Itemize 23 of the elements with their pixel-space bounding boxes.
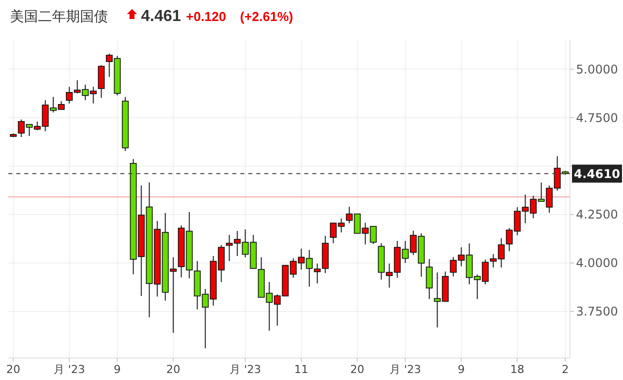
text: +0.120 [186, 9, 226, 24]
candlestick [426, 258, 433, 300]
x-tick-label: 9 [458, 363, 465, 376]
x-tick-label: 月 '23 [230, 363, 262, 376]
x-tick-label: 20 [350, 363, 364, 376]
ref-line-label: 4.4610 [574, 166, 620, 181]
y-tick-label: 4.7500 [576, 110, 618, 125]
x-tick-label: 2 [562, 363, 569, 376]
x-tick-label: 9 [114, 363, 121, 376]
x-tick-label: 月 '23 [54, 363, 86, 376]
x-tick-label: 月 '23 [390, 363, 422, 376]
text: 4.461 [141, 8, 182, 25]
chart-title: 美国二年期国债 [10, 9, 108, 25]
candlestick [98, 64, 105, 98]
x-tick-label: 20 [166, 363, 180, 376]
x-tick-label: 18 [510, 363, 524, 376]
text: (+2.61%) [240, 9, 294, 24]
x-tick-label: 11 [294, 363, 308, 376]
y-tick-label: 4.2500 [576, 208, 618, 222]
y-tick-label: 4.0000 [576, 256, 618, 270]
x-tick-label: 20 [6, 363, 20, 376]
y-tick-label: 5.0000 [576, 62, 618, 76]
y-tick-label: 3.7500 [576, 304, 618, 319]
